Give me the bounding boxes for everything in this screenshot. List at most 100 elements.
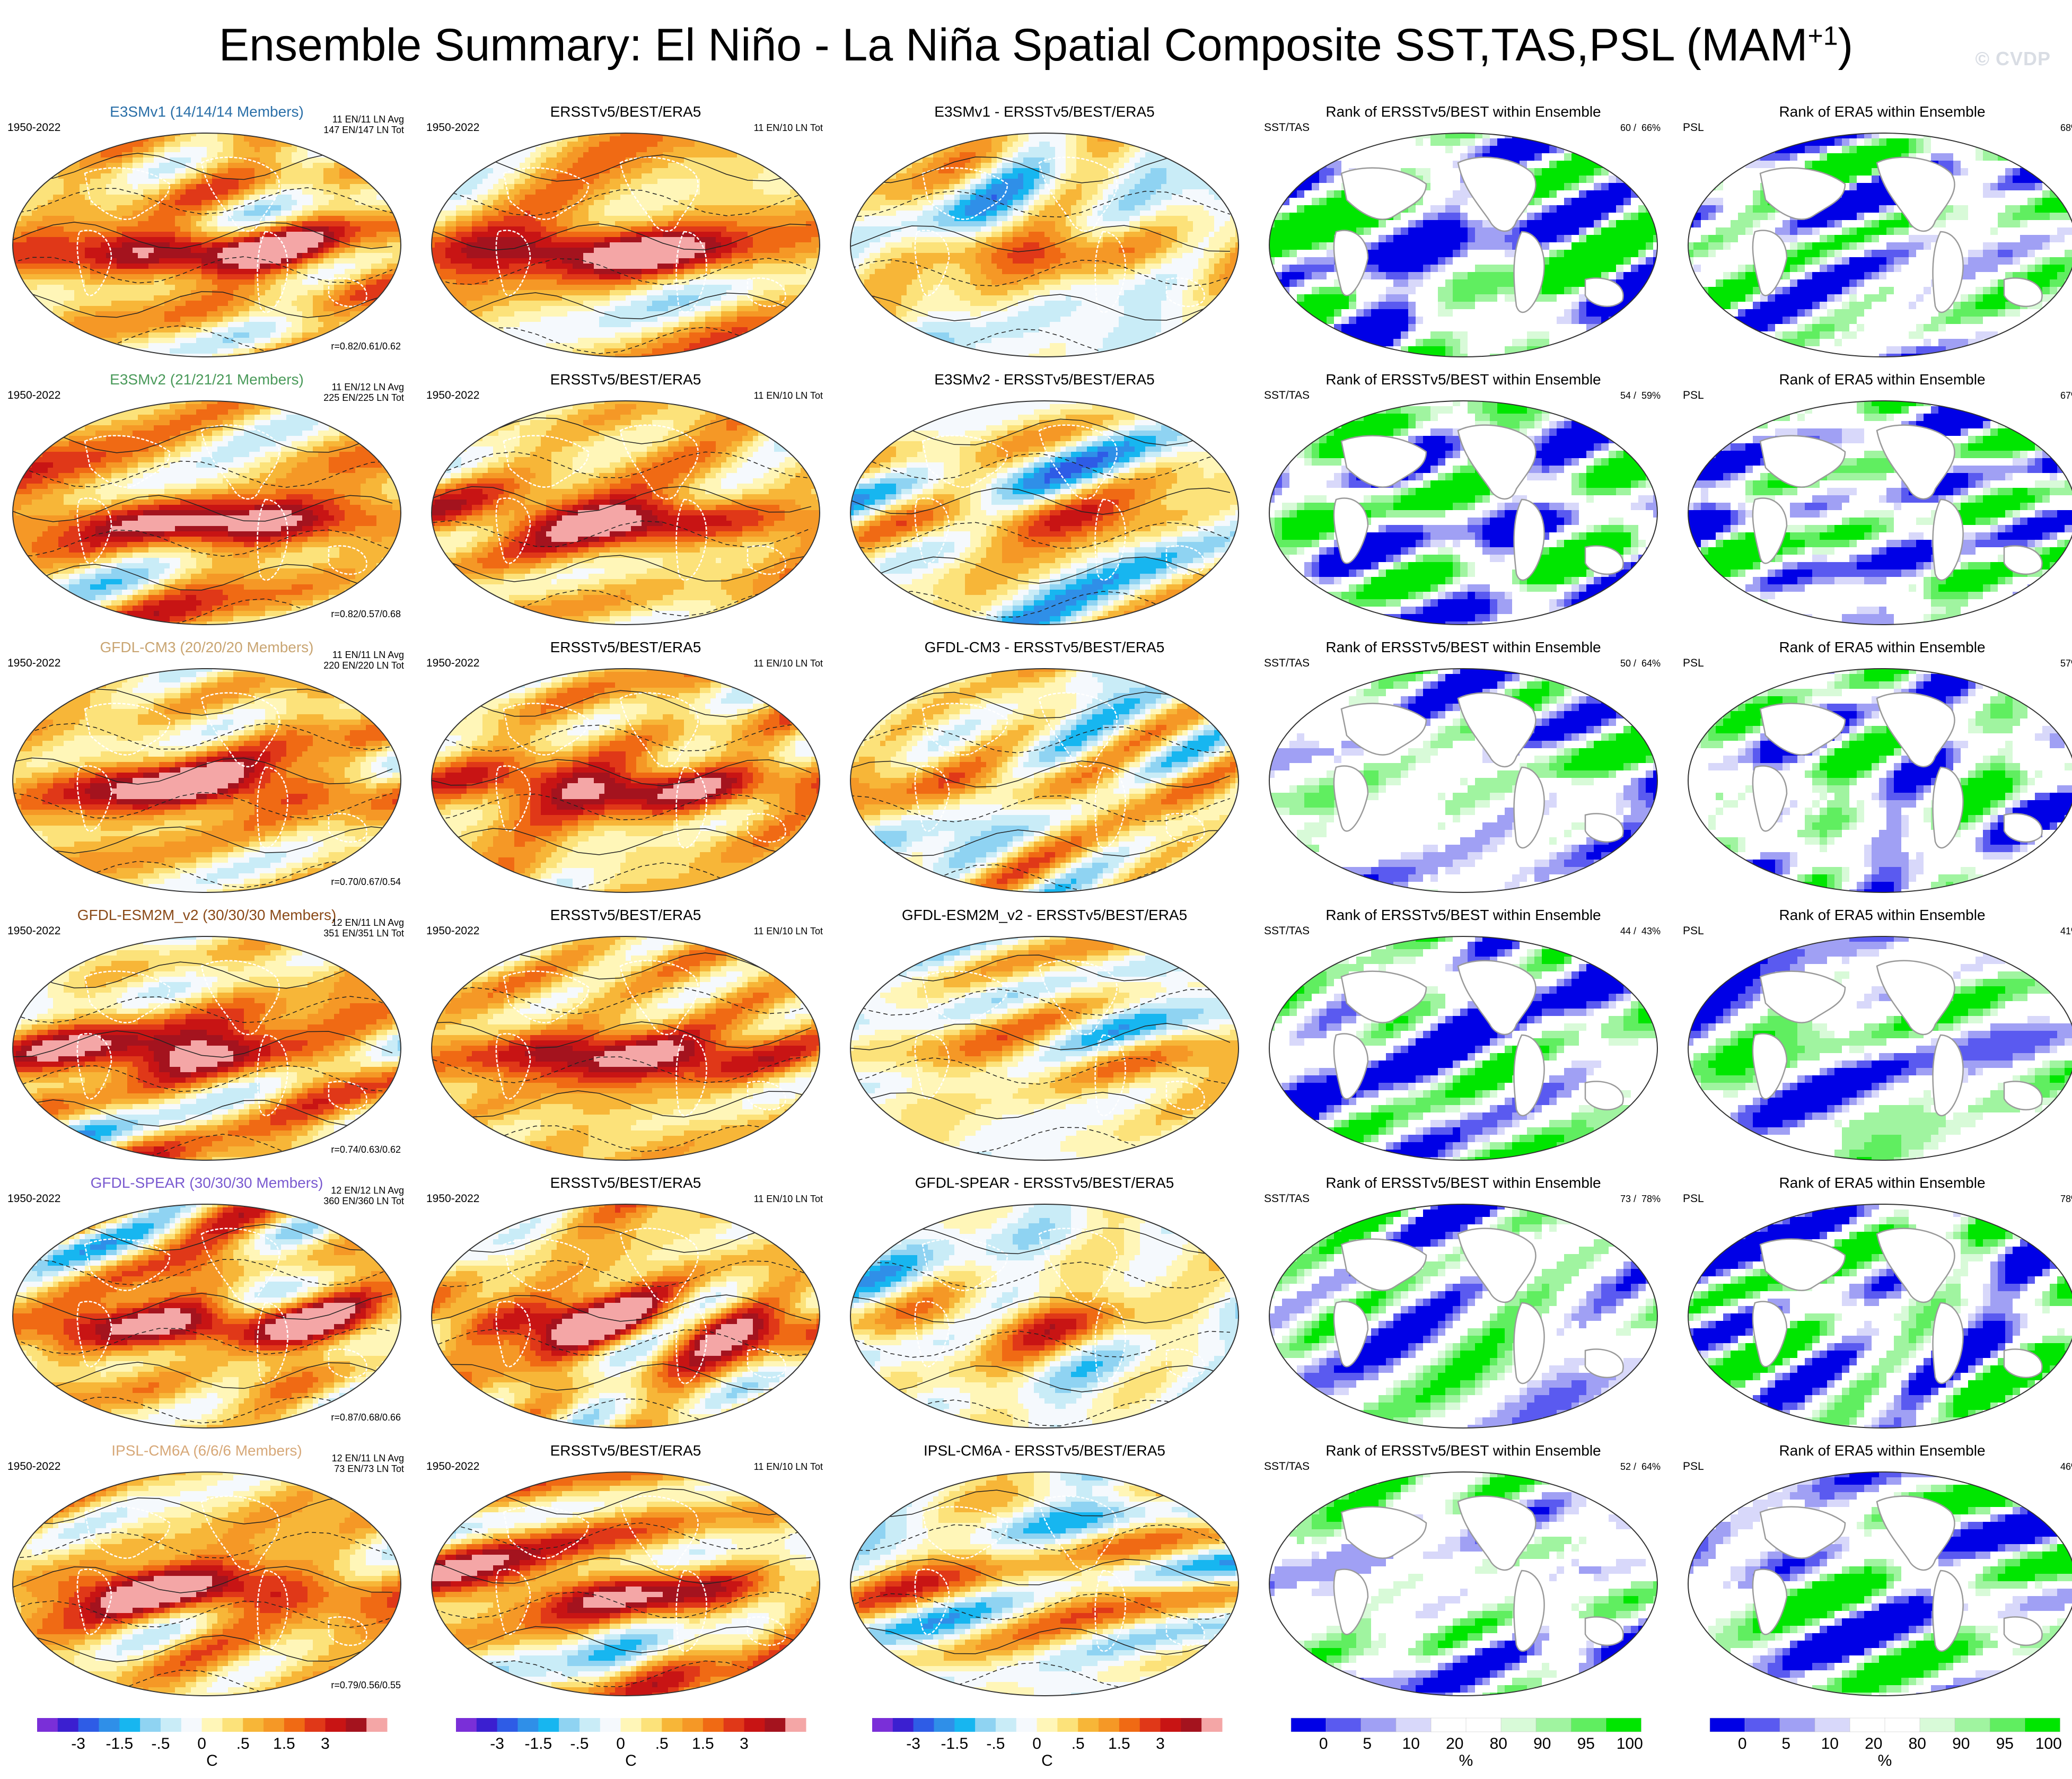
colorbar-swatch [724,1718,744,1732]
pattern-correlation: r=0.82/0.61/0.62 [331,341,401,352]
colorbar-swatch [600,1718,621,1732]
colorbar-swatch [222,1718,243,1732]
colorbar-swatch [1396,1718,1432,1732]
panel-diff: GFDL-ESM2M_v2 - ERSSTv5/BEST/ERA5 [843,907,1246,1175]
panel-title: IPSL-CM6A - ERSSTv5/BEST/ERA5 [843,1442,1246,1459]
panel-title: ERSSTv5/BEST/ERA5 [424,907,827,924]
colorbar-swatch [119,1718,140,1732]
colorbar-tick-label: 0 [1738,1735,1747,1752]
colorbar-swatch [1606,1718,1641,1732]
composite-map [11,934,403,1162]
colorbar-tick-label: 20 [1446,1735,1463,1752]
panel-title: Rank of ERA5 within Ensemble [1681,103,2072,120]
panel-rank1: Rank of ERSSTv5/BEST within Ensemble SST/… [1262,103,1665,371]
composite-map [11,667,403,895]
colorbar-tick-label: 0 [1319,1735,1328,1752]
panel-title: ERSSTv5/BEST/ERA5 [424,103,827,120]
panel-title: GFDL-SPEAR - ERSSTv5/BEST/ERA5 [843,1175,1246,1191]
pattern-correlation: r=0.87/0.68/0.66 [331,1412,401,1423]
colorbar-tick-label: 95 [1996,1735,2014,1752]
colorbar-tick-label: 20 [1865,1735,1882,1752]
panel-title: Rank of ERA5 within Ensemble [1681,1175,2072,1191]
panel-diff: E3SMv1 - ERSSTv5/BEST/ERA5 [843,103,1246,371]
colorbar-swatch [1780,1718,1815,1732]
rank-map [1267,1202,1660,1430]
composite-map [11,131,403,359]
colorbar-swatch [305,1718,326,1732]
colorbar-tick-label: -.5 [570,1735,589,1752]
colorbar-tick-label: 90 [1533,1735,1551,1752]
colorbar-swatch [2025,1718,2060,1732]
colorbar-swatch [1710,1718,1745,1732]
panel-rank1: Rank of ERSSTv5/BEST within Ensemble SST/… [1262,1175,1665,1442]
colorbar-swatch [785,1718,806,1732]
colorbar-unit: % [1459,1752,1473,1769]
colorbar-swatch [477,1718,497,1732]
composite-map [429,667,822,895]
colorbar-tick-label: -.5 [151,1735,170,1752]
colorbar-swatch [1885,1718,1920,1732]
colorbar-tick-label: 3 [1156,1735,1165,1752]
colorbar-swatch [872,1718,893,1732]
colorbar-tick-label: 100 [1617,1735,1643,1752]
colorbar-swatch [1057,1718,1078,1732]
colorbar-swatch [975,1718,996,1732]
colorbar-swatch [37,1718,58,1732]
colorbar-tick-label: 10 [1821,1735,1839,1752]
composite-map [848,1470,1241,1698]
colorbar-swatch [744,1718,765,1732]
panel-model: GFDL-SPEAR (30/30/30 Members) 1950-2022 12… [5,1175,408,1442]
colorbar-swatch [1099,1718,1119,1732]
panel-title: Rank of ERSSTv5/BEST within Ensemble [1262,1175,1665,1191]
rank-colorbar: 0 5 10 20 80 90 95 100% [1699,1713,2070,1771]
panel-obs: ERSSTv5/BEST/ERA5 1950-2022 11 EN/10 LN To… [424,1175,827,1442]
panel-title: Rank of ERSSTv5/BEST within Ensemble [1262,1442,1665,1459]
panel-diff: IPSL-CM6A - ERSSTv5/BEST/ERA5 [843,1442,1246,1710]
panel-model: GFDL-ESM2M_v2 (30/30/30 Members) 1950-202… [5,907,408,1175]
rank-map [1267,1470,1660,1698]
composite-map [11,1470,403,1698]
colorbar-swatch [202,1718,223,1732]
composite-map [429,131,822,359]
colorbar-swatch [1466,1718,1502,1732]
panel-model: E3SMv1 (14/14/14 Members) 1950-2022 11 EN/… [5,103,408,371]
colorbar-tick-label: 80 [1490,1735,1507,1752]
colorbar-swatch [1745,1718,1780,1732]
composite-map [848,667,1241,895]
panel-diff: E3SMv2 - ERSSTv5/BEST/ERA5 [843,371,1246,639]
colorbar-tick-label: -1.5 [106,1735,133,1752]
composite-map [429,1202,822,1430]
composite-map [11,1202,403,1430]
colorbar-tick-label: 3 [321,1735,330,1752]
colorbar-swatch [284,1718,305,1732]
panel-title: E3SMv2 - ERSSTv5/BEST/ERA5 [843,371,1246,388]
colorbar-tick-label: 100 [2035,1735,2062,1752]
colorbar-tick-label: 5 [1781,1735,1790,1752]
colorbar-tick-label: -3 [490,1735,504,1752]
colorbar-tick-label: 1.5 [1108,1735,1130,1752]
composite-map [429,399,822,627]
colorbar-swatch [264,1718,284,1732]
panel-title: Rank of ERA5 within Ensemble [1681,371,2072,388]
colorbar-swatch [559,1718,580,1732]
colorbar-tick-label: 90 [1952,1735,1970,1752]
colorbar-swatch [99,1718,119,1732]
composite-map [11,399,403,627]
panel-title: Rank of ERSSTv5/BEST within Ensemble [1262,371,1665,388]
colorbar-swatch [346,1718,366,1732]
panel-rank1: Rank of ERSSTv5/BEST within Ensemble SST/… [1262,639,1665,907]
panel-rank1: Rank of ERSSTv5/BEST within Ensemble SST/… [1262,907,1665,1175]
rank-map [1267,131,1660,359]
colorbar-swatch [78,1718,99,1732]
colorbar-swatch [140,1718,161,1732]
composite-map [848,399,1241,627]
colorbar-swatch [1037,1718,1058,1732]
composite-map [429,1470,822,1698]
pattern-correlation: r=0.74/0.63/0.62 [331,1144,401,1155]
panel-title: GFDL-ESM2M_v2 - ERSSTv5/BEST/ERA5 [843,907,1246,924]
colorbar-tick-label: 0 [1032,1735,1041,1752]
colorbar-swatch [914,1718,934,1732]
